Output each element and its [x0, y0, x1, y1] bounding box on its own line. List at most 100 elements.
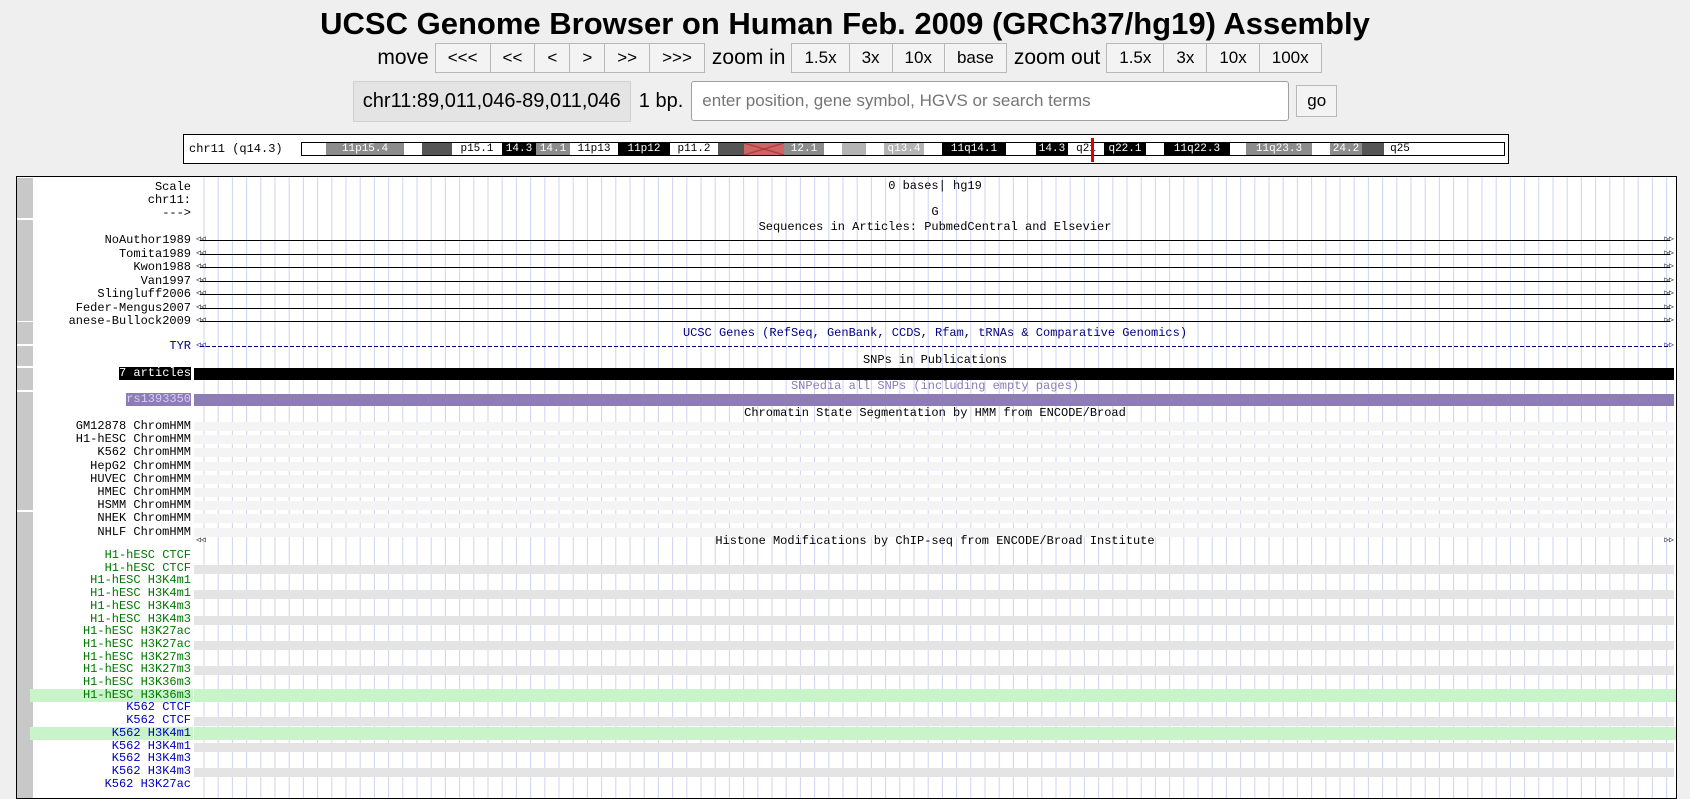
article-left-arrow-icon[interactable]: ◁◁: [196, 235, 206, 244]
ideogram-band[interactable]: [422, 143, 452, 155]
scale-label[interactable]: Scale: [154, 180, 191, 194]
ideogram-band[interactable]: 14.1: [536, 143, 570, 155]
chromhmm-label[interactable]: NHEK ChromHMM: [97, 511, 191, 526]
ideogram-band[interactable]: 11p13: [570, 143, 618, 155]
ideogram-band[interactable]: [824, 143, 842, 155]
zoom-in-3x-button[interactable]: 3x: [848, 43, 893, 73]
track-toggle-button[interactable]: [17, 512, 33, 798]
histone-label[interactable]: K562 CTCF: [126, 713, 191, 728]
chromhmm-label[interactable]: NHLF ChromHMM: [97, 524, 191, 539]
track-toggle-button[interactable]: [17, 368, 33, 391]
histone-label[interactable]: K562 H3K4m3: [111, 763, 191, 778]
chrom-label[interactable]: chr11:: [147, 193, 191, 207]
article-right-arrow-icon[interactable]: ▷▷: [1664, 262, 1674, 271]
ideogram-band[interactable]: [842, 143, 866, 155]
move-left-button[interactable]: <<: [489, 43, 536, 73]
zoom-in-10x-button[interactable]: 10x: [891, 43, 945, 73]
article-feature[interactable]: [200, 267, 1670, 268]
histone-label[interactable]: H1-hESC H3K27m3: [82, 662, 191, 677]
article-right-arrow-icon[interactable]: ▷▷: [1664, 275, 1674, 285]
article-right-arrow-icon[interactable]: ▷▷: [1664, 235, 1674, 244]
ideogram-band[interactable]: p11.2: [670, 143, 718, 155]
ideogram-band[interactable]: [866, 143, 884, 155]
track-toggle-button[interactable]: [17, 322, 33, 345]
zoom-in-1.5x-button[interactable]: 1.5x: [791, 43, 850, 73]
zoom-in-base-button[interactable]: base: [943, 43, 1007, 73]
article-feature[interactable]: [200, 307, 1670, 309]
track-data[interactable]: 0 bases| hg19 G Sequences in Articles: Pub…: [194, 177, 1676, 798]
article-label[interactable]: Slingluff2006: [97, 287, 191, 301]
track-toggle-button[interactable]: [17, 346, 33, 367]
move-right-button[interactable]: >>: [604, 43, 651, 73]
histone-label[interactable]: H1-hESC CTCF: [104, 560, 191, 575]
ideogram-band[interactable]: [718, 143, 744, 155]
ideogram-band[interactable]: 12.1: [784, 143, 824, 155]
ideogram-band[interactable]: 11q22.3: [1164, 143, 1230, 155]
chromosome-ideogram[interactable]: chr11 (q14.3) 11p15.4 p15.1 14.3 14.1 11p13 1…: [183, 134, 1509, 164]
article-feature[interactable]: [200, 321, 1670, 322]
article-feature[interactable]: [200, 240, 1670, 241]
zoom-out-3x-button[interactable]: 3x: [1163, 43, 1208, 73]
article-feature[interactable]: [200, 280, 1670, 282]
ideogram-band[interactable]: [1230, 143, 1246, 155]
histone-left-arrow-icon[interactable]: ◁◁: [196, 536, 206, 545]
ideogram-band[interactable]: [924, 143, 942, 155]
histone-label[interactable]: K562 CTCF: [126, 700, 191, 715]
ideogram-band[interactable]: 14.3: [1036, 143, 1068, 155]
chromhmm-label[interactable]: HUVEC ChromHMM: [90, 471, 191, 486]
histone-right-arrow-icon[interactable]: ▷▷: [1664, 536, 1674, 545]
chromhmm-label[interactable]: H1-hESC ChromHMM: [75, 432, 191, 447]
histone-label[interactable]: H1-hESC H3K27ac: [82, 624, 191, 639]
histone-label[interactable]: H1-hESC H3K4m3: [90, 611, 191, 626]
move-far-right-button[interactable]: >>>: [649, 43, 705, 73]
ideogram-band[interactable]: q22.1: [1104, 143, 1146, 155]
article-label[interactable]: Feder-Mengus2007: [75, 300, 191, 315]
position-display[interactable]: chr11:89,011,046-89,011,046: [352, 80, 631, 122]
article-label[interactable]: anese-Bullock2009: [68, 314, 191, 328]
histone-label[interactable]: H1-hESC H3K36m3: [82, 675, 191, 689]
ideogram-band[interactable]: 11q14.1: [942, 143, 1006, 155]
track-toggle-button[interactable]: [17, 178, 33, 219]
go-button[interactable]: go: [1296, 85, 1338, 117]
article-label[interactable]: Van1997: [140, 273, 191, 288]
article-left-arrow-icon[interactable]: ◁◁: [196, 275, 206, 285]
gene-right-arrow-icon[interactable]: ▷▷: [1664, 341, 1674, 350]
ideogram-band[interactable]: q21: [1068, 143, 1104, 155]
article-label[interactable]: Kwon1988: [133, 260, 191, 274]
ideogram-bands[interactable]: 11p15.4 p15.1 14.3 14.1 11p13 11p12 p11.2 12.1 q…: [301, 142, 1505, 156]
histone-label[interactable]: K562 H3K4m1: [30, 726, 193, 740]
move-small-left-button[interactable]: <: [534, 43, 571, 73]
ideogram-band[interactable]: q13.4: [884, 143, 924, 155]
histone-label[interactable]: K562 H3K27ac: [104, 776, 191, 791]
histone-label[interactable]: H1-hESC H3K4m1: [90, 573, 191, 588]
snpedia-label[interactable]: rs1393350: [126, 392, 191, 406]
snps-pub-label[interactable]: 7 articles: [118, 366, 191, 380]
chromhmm-label[interactable]: K562 ChromHMM: [97, 445, 191, 460]
search-input[interactable]: [691, 81, 1290, 121]
article-left-arrow-icon[interactable]: ◁◁: [196, 248, 206, 258]
ideogram-band[interactable]: 14.3: [502, 143, 536, 155]
ideogram-band[interactable]: p15.1: [452, 143, 502, 155]
move-far-left-button[interactable]: <<<: [434, 43, 491, 73]
histone-label[interactable]: H1-hESC H3K4m1: [90, 586, 191, 601]
track-toggle-button[interactable]: [17, 220, 33, 322]
histone-label[interactable]: K562 H3K4m3: [111, 751, 191, 766]
histone-label[interactable]: H1-hESC H3K27ac: [82, 636, 191, 651]
article-feature[interactable]: [200, 294, 1670, 295]
move-small-right-button[interactable]: >: [569, 43, 606, 73]
ideogram-band[interactable]: [302, 143, 326, 155]
chromhmm-label[interactable]: HMEC ChromHMM: [97, 485, 191, 499]
zoom-out-100x-button[interactable]: 100x: [1258, 43, 1322, 73]
article-left-arrow-icon[interactable]: ◁◁: [196, 289, 206, 298]
histone-label[interactable]: H1-hESC H3K4m3: [90, 598, 191, 613]
zoom-out-1.5x-button[interactable]: 1.5x: [1106, 43, 1165, 73]
article-label[interactable]: NoAuthor1989: [104, 233, 191, 247]
ideogram-band[interactable]: [1006, 143, 1036, 155]
article-right-arrow-icon[interactable]: ▷▷: [1664, 316, 1674, 325]
ideogram-band[interactable]: 11p15.4: [326, 143, 404, 155]
chromhmm-label[interactable]: HSMM ChromHMM: [97, 498, 191, 513]
ideogram-band[interactable]: [1312, 143, 1330, 155]
article-label[interactable]: Tomita1989: [118, 246, 191, 261]
histone-label[interactable]: H1-hESC H3K27m3: [82, 649, 191, 664]
ideogram-band[interactable]: [1362, 143, 1384, 155]
